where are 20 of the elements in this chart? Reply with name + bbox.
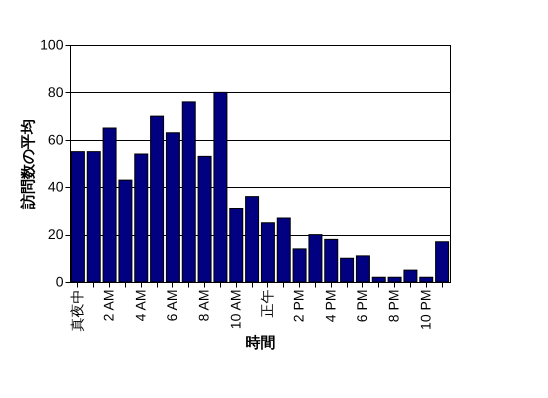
x-tick-label: 6 PM (354, 290, 370, 322)
x-tick-label: 10 PM (417, 290, 434, 330)
x-tick-label: 8 PM (386, 290, 402, 322)
y-tick-label: 0 (56, 274, 64, 290)
y-tick-label: 60 (48, 131, 64, 148)
y-tick-label: 40 (48, 178, 64, 195)
y-tick-label: 100 (40, 36, 64, 52)
x-tick-label: 8 AM (196, 290, 212, 322)
x-tick-label: 2 AM (100, 290, 117, 322)
x-tick-label: 2 PM (290, 290, 307, 322)
x-tick-label: 6 AM (164, 290, 180, 322)
y-tick-label: 20 (48, 226, 64, 242)
x-axis-title: 時間 (246, 334, 276, 352)
x-tick-label: 4 AM (132, 290, 148, 322)
x-tick-label: 10 AM (227, 290, 244, 330)
x-tick-label: 正午 (258, 290, 275, 318)
y-axis-title: 訪問数の平均 (19, 119, 38, 210)
x-tick-label: 4 PM (322, 290, 338, 322)
y-tick-label: 80 (48, 84, 64, 100)
x-tick-label: 真夜中 (68, 290, 85, 332)
